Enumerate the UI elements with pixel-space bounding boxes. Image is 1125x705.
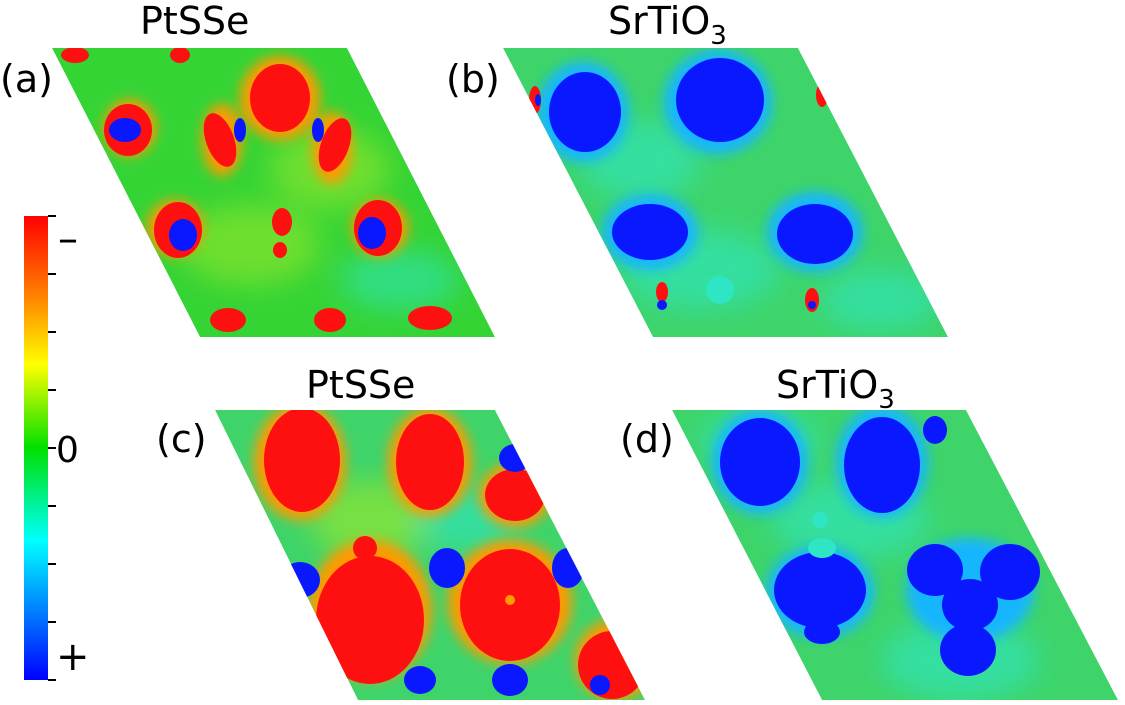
panel-d-title: SrTiO3 [776, 363, 895, 415]
panel-b-title-sub: 3 [710, 21, 727, 51]
panel-d: SrTiO3 (d) [620, 363, 1118, 700]
panel-b-map [503, 48, 948, 337]
panel-a-letter: (a) [0, 57, 53, 101]
panel-d-letter: (d) [620, 417, 674, 461]
panel-a-map [52, 48, 495, 337]
colorbar-mid-label: 0 [56, 430, 79, 471]
colorbar-ticks [48, 215, 56, 681]
panel-b-letter: (b) [446, 57, 500, 101]
panel-c-map [215, 410, 645, 700]
panel-b-title-main: SrTiO [608, 0, 710, 43]
panel-d-title-main: SrTiO [776, 363, 878, 407]
colorbar-top-label: – [58, 216, 78, 262]
panel-a: PtSSe (a) [0, 0, 495, 337]
panel-b-title: SrTiO3 [608, 0, 727, 51]
panel-a-title: PtSSe [140, 0, 249, 43]
panel-d-title-sub: 3 [878, 385, 895, 415]
colorbar-bottom-label: + [56, 634, 90, 680]
panel-c-title: PtSSe [306, 363, 415, 407]
colorbar-gradient [24, 216, 48, 680]
colorbar: – 0 + [24, 215, 90, 681]
panel-c-letter: (c) [156, 417, 207, 461]
panel-d-map [672, 410, 1118, 700]
panel-b: SrTiO3 (b) [446, 0, 948, 337]
panel-c: PtSSe (c) [156, 363, 645, 700]
